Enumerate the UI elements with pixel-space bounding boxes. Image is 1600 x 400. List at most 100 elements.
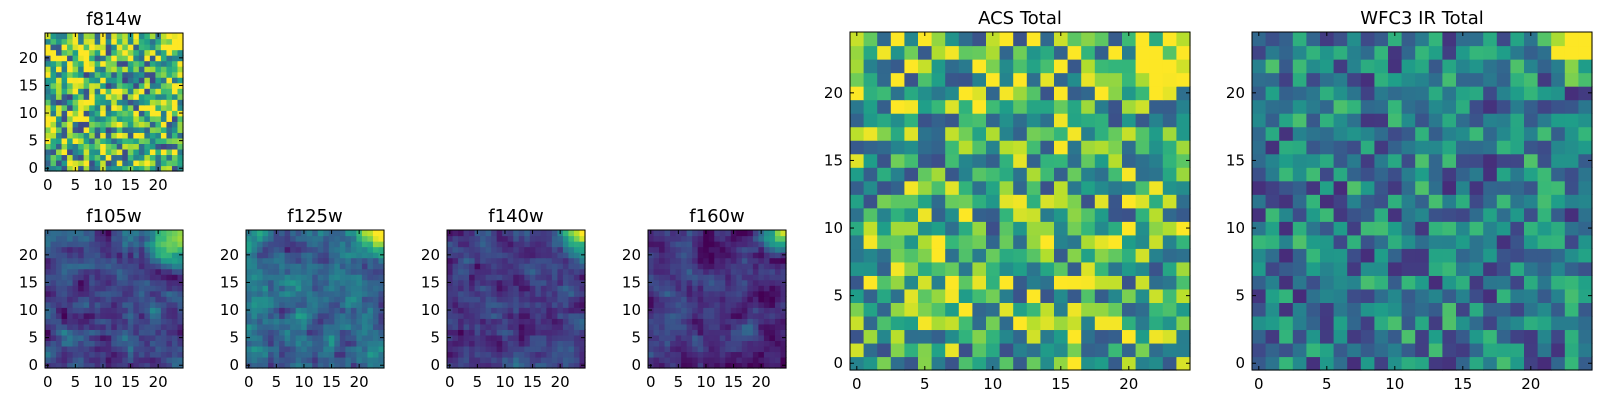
heatmap-cell	[763, 307, 771, 314]
heatmap-cell	[323, 345, 330, 353]
heatmap-cell	[105, 143, 112, 150]
heatmap-cell	[780, 246, 787, 253]
heatmap-cell	[474, 312, 481, 319]
heatmap-cell	[540, 301, 547, 308]
heatmap-cell	[111, 362, 118, 369]
heatmap-cell	[1026, 32, 1041, 47]
heatmap-cell	[485, 235, 492, 242]
heatmap-cell	[100, 263, 107, 270]
heatmap-cell	[171, 115, 179, 122]
heatmap-cell	[1483, 99, 1498, 114]
heatmap-cell	[177, 312, 184, 319]
heatmap-cell	[725, 268, 732, 275]
heatmap-cell	[78, 66, 85, 73]
heatmap-cell	[284, 340, 291, 347]
heatmap-cell	[850, 45, 865, 60]
heatmap-cell	[507, 290, 514, 297]
heatmap-cell	[1292, 45, 1307, 60]
heatmap-cell	[648, 312, 655, 319]
heatmap-cell	[1469, 194, 1484, 209]
heatmap-cell	[708, 252, 715, 259]
heatmap-cell	[518, 274, 525, 281]
heatmap-cell	[1469, 207, 1484, 222]
heatmap-cell	[1347, 72, 1362, 87]
heatmap-cell	[714, 268, 721, 275]
heatmap-cell	[334, 268, 341, 275]
heatmap-cell	[1054, 275, 1069, 290]
heatmap-cell	[372, 230, 380, 237]
heatmap-cell	[877, 356, 892, 371]
heatmap-cell	[133, 329, 140, 336]
heatmap-cell	[116, 165, 123, 172]
heatmap-cell	[1347, 302, 1362, 317]
heatmap-cell	[1483, 86, 1498, 101]
heatmap-cell	[1067, 288, 1082, 303]
heatmap-cell	[1162, 59, 1177, 74]
heatmap-cell	[890, 180, 905, 195]
heatmap-cell	[692, 268, 699, 275]
heatmap-cell	[659, 263, 666, 270]
heatmap-cell	[372, 351, 380, 358]
heatmap-cell	[1374, 194, 1389, 209]
heatmap-cell	[496, 307, 503, 314]
heatmap-cell	[317, 241, 324, 248]
heatmap-cell	[999, 153, 1014, 168]
heatmap-cell	[692, 323, 699, 330]
heatmap-cell	[67, 356, 74, 364]
heatmap-cell	[361, 290, 369, 297]
heatmap-cell	[367, 241, 374, 248]
heatmap-cell	[177, 66, 184, 73]
heatmap-cell	[557, 246, 564, 253]
heatmap-cell	[257, 268, 264, 275]
heatmap-cell	[45, 104, 52, 111]
heatmap-cell	[328, 356, 335, 364]
heatmap-cell	[774, 301, 782, 308]
heatmap-cell	[697, 323, 704, 330]
heatmap-cell	[177, 126, 184, 133]
heatmap-cell	[144, 148, 151, 156]
heatmap-cell	[105, 121, 112, 128]
heatmap-cell	[458, 318, 465, 325]
heatmap-cell	[763, 252, 771, 259]
heatmap-cell	[138, 362, 145, 369]
heatmap-cell	[890, 153, 905, 168]
heatmap-cell	[1456, 288, 1471, 303]
heatmap-cell	[56, 351, 63, 358]
heatmap-cell	[703, 268, 710, 275]
heatmap-cell	[116, 38, 123, 45]
heatmap-cell	[681, 290, 688, 297]
y-tick-label: 5	[430, 329, 440, 347]
heatmap-cell	[573, 345, 581, 353]
heatmap-cell	[447, 345, 454, 353]
heatmap-cell	[83, 263, 90, 270]
heatmap-cell	[458, 285, 465, 292]
heatmap-cell	[166, 88, 173, 95]
heatmap-cell	[918, 86, 933, 101]
heatmap-cell	[659, 252, 666, 259]
heatmap-cell	[747, 279, 754, 286]
heatmap-cell	[273, 263, 280, 270]
heatmap-cell	[568, 230, 575, 237]
heatmap-cell	[171, 340, 179, 347]
heatmap-cell	[1108, 113, 1123, 128]
heatmap-cell	[1388, 59, 1403, 74]
heatmap-cell	[463, 351, 470, 358]
heatmap-cell	[257, 329, 264, 336]
heatmap-cell	[122, 77, 129, 84]
heatmap-cell	[83, 38, 90, 45]
heatmap-cell	[171, 38, 179, 45]
heatmap-cell	[675, 334, 682, 341]
heatmap-cell	[675, 285, 682, 292]
heatmap-cell	[1551, 126, 1566, 141]
heatmap-cell	[1279, 72, 1294, 87]
heatmap-cell	[1374, 59, 1389, 74]
heatmap-cell	[458, 268, 465, 275]
heatmap-cell	[1347, 126, 1362, 141]
heatmap-cell	[160, 126, 168, 133]
heatmap-cell	[61, 93, 68, 100]
heatmap-cell	[1456, 32, 1471, 47]
heatmap-cell	[78, 148, 85, 156]
heatmap-cell	[1067, 302, 1082, 317]
heatmap-cell	[378, 290, 385, 297]
heatmap-cell	[551, 329, 558, 336]
